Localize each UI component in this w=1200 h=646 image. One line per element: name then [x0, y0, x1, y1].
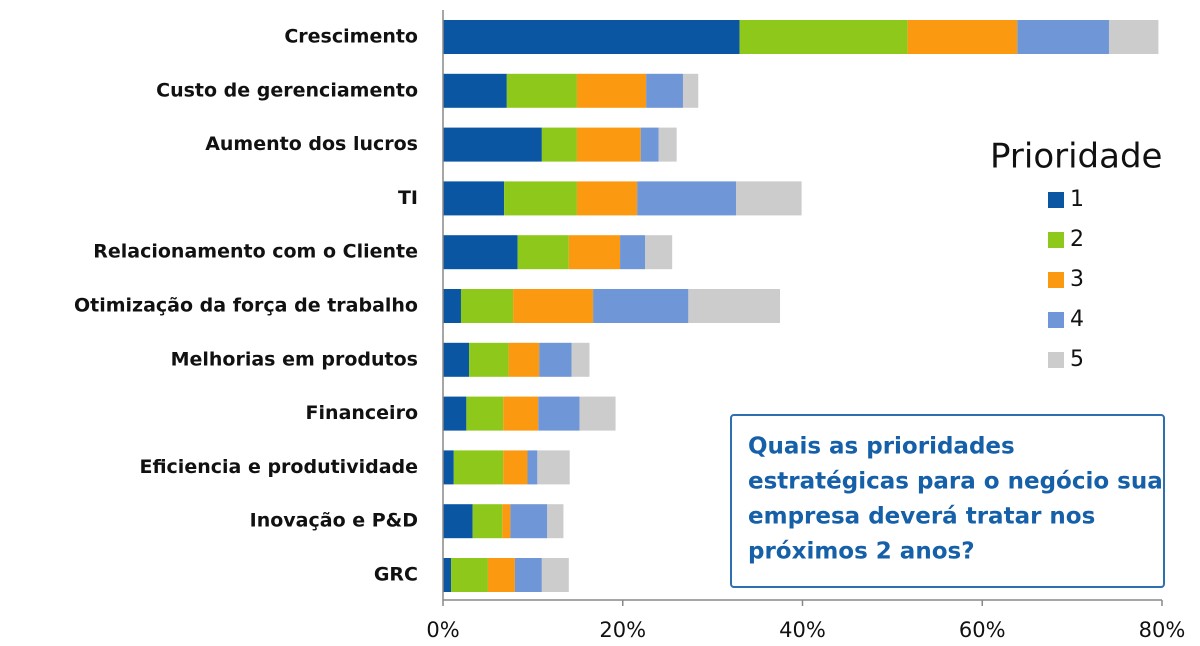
bar-segment [537, 450, 570, 485]
bar-segment [443, 342, 470, 377]
legend-swatch [1048, 272, 1064, 288]
bar-segment [443, 396, 467, 431]
legend-swatch [1048, 232, 1064, 248]
bar-segment [739, 20, 908, 54]
bar-segment [539, 342, 572, 377]
annotation-line: estratégicas para o negócio sua [748, 469, 1163, 495]
category-label: Crescimento [284, 26, 418, 48]
bar-segment [472, 504, 503, 539]
bar-segment [469, 342, 509, 377]
x-tick-label: 40% [779, 618, 826, 642]
bar-segment [645, 235, 673, 270]
bar-segment [443, 558, 452, 592]
bar-segment [568, 235, 621, 270]
category-label: Custo de gerenciamento [156, 79, 418, 101]
bar-segment [735, 181, 802, 216]
category-label: Aumento dos lucros [205, 133, 418, 155]
category-label: GRC [374, 564, 418, 586]
x-tick-label: 20% [599, 618, 646, 642]
bar-segment [443, 504, 473, 539]
category-label: Inovação e P&D [250, 510, 418, 532]
category-label: Otimização da força de trabalho [74, 295, 418, 317]
bar-segment [541, 558, 569, 592]
legend-swatch [1048, 192, 1064, 208]
legend-label: 4 [1070, 307, 1084, 332]
annotation-line: Quais as prioridades [748, 434, 1015, 460]
annotation-line: empresa deverá tratar nos [748, 504, 1095, 530]
bar-segment [579, 396, 616, 431]
bar-segment [508, 342, 540, 377]
bar-segment [571, 342, 590, 377]
bar-segment [510, 504, 548, 539]
bar-segment [576, 181, 638, 216]
legend-label: 2 [1070, 227, 1084, 252]
bar-segment [907, 20, 1018, 54]
bar-segment [646, 73, 683, 108]
bar-segment [503, 450, 528, 485]
category-label: Financeiro [306, 402, 418, 424]
legend-label: 3 [1070, 267, 1084, 292]
bar-segment [688, 289, 781, 323]
bar-segment [514, 558, 542, 592]
legend-label: 5 [1070, 347, 1084, 372]
bar-segment [517, 235, 569, 270]
bar-segment [443, 450, 454, 485]
bar-segment [443, 289, 461, 323]
legend-label: 1 [1070, 187, 1084, 212]
bar-segment [487, 558, 515, 592]
bar-segment [593, 289, 689, 323]
bar-segment [513, 289, 594, 323]
category-label: Relacionamento com o Cliente [93, 241, 418, 263]
bar-segment [541, 127, 577, 162]
bar-segment [443, 73, 507, 108]
bar-segment [538, 396, 580, 431]
annotation-line: próximos 2 anos? [748, 539, 975, 565]
bar-segment [506, 73, 577, 108]
bar-segment [443, 235, 518, 270]
bar-segment [640, 127, 659, 162]
bar-segment [502, 504, 511, 539]
bar-segment [547, 504, 564, 539]
bar-segment [460, 289, 514, 323]
bar-segment [658, 127, 677, 162]
bar-segment [682, 73, 699, 108]
x-tick-label: 0% [426, 618, 459, 642]
category-label: TI [398, 187, 418, 209]
bar-segment [443, 181, 505, 216]
bar-segment [1017, 20, 1109, 54]
bar-segment [576, 127, 641, 162]
bar-segment [443, 127, 542, 162]
bar-segment [527, 450, 538, 485]
bar-segment [451, 558, 488, 592]
category-label: Eficiencia e produtividade [139, 456, 418, 478]
bar-segment [466, 396, 504, 431]
bar-segment [443, 20, 740, 54]
bar-segment [504, 181, 577, 216]
bar-segment [620, 235, 646, 270]
bar-segment [503, 396, 539, 431]
bar-segment [453, 450, 504, 485]
legend-swatch [1048, 352, 1064, 368]
bar-segment [576, 73, 647, 108]
x-tick-label: 80% [1139, 618, 1186, 642]
legend-swatch [1048, 312, 1064, 328]
bar-segment [1108, 20, 1159, 54]
annotation-box [730, 414, 1165, 588]
legend-title: Prioridade [990, 137, 1162, 177]
category-label: Melhorias em produtos [171, 348, 418, 370]
x-tick-label: 60% [959, 618, 1006, 642]
bar-segment [637, 181, 736, 216]
